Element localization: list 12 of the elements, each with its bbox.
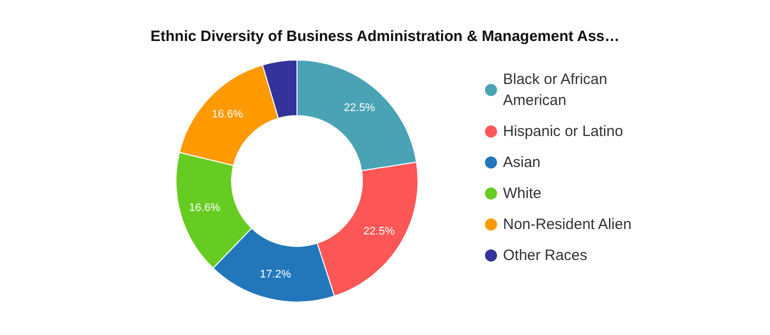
chart-title: Ethnic Diversity of Business Administration & Management Ass… bbox=[150, 28, 620, 45]
legend-label: Black or African American bbox=[503, 71, 612, 109]
legend-label: Hispanic or Latino bbox=[503, 123, 624, 140]
data-label: 16.6% bbox=[212, 108, 244, 121]
legend-label: Non-Resident Alien bbox=[503, 216, 632, 233]
data-label: 16.6% bbox=[189, 202, 220, 214]
data-label: 22.5% bbox=[344, 102, 376, 114]
data-label: 22.5% bbox=[363, 225, 395, 238]
data-label: 17.2% bbox=[260, 268, 292, 281]
legend-label: Asian bbox=[503, 154, 541, 171]
legend-label: Other Races bbox=[503, 247, 588, 264]
legend-label: White bbox=[503, 185, 542, 202]
